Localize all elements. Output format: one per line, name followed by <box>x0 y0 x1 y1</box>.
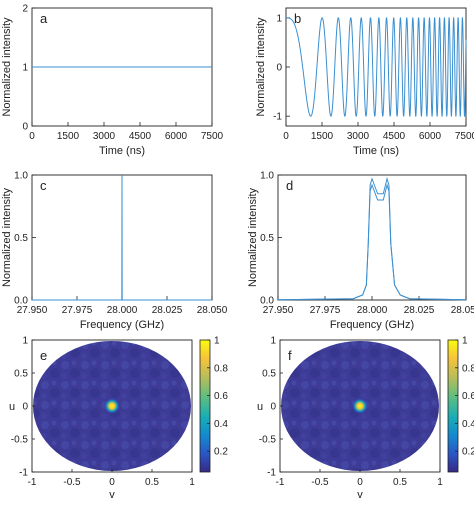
x-tick-label: 28.050 <box>197 305 228 316</box>
x-tick-label: 27.975 <box>310 305 341 316</box>
panel-label: e <box>40 348 47 363</box>
y-axis-label: u <box>257 401 263 413</box>
panel-label: c <box>40 178 47 193</box>
panel-label: d <box>286 178 293 193</box>
x-tick-label: 1500 <box>57 131 80 142</box>
y-tick-label: 0.5 <box>14 369 28 380</box>
panel-f: -1 -0.5 0 0.5 1 -1 -0.5 0 0.5 1 v u f 0.2 0.4 0.6 0.8 1 <box>257 336 474 502</box>
y-tick-label: 0.5 <box>260 233 274 244</box>
y-tick-label: -1 <box>267 468 276 479</box>
x-tick-label: 7500 <box>201 131 224 142</box>
x-tick-label: 27.950 <box>17 305 48 316</box>
x-tick-label: -0.5 <box>63 477 81 488</box>
x-tick-label: 1500 <box>311 131 334 142</box>
x-axis-label: Frequency (GHz) <box>80 319 164 331</box>
x-tick-label: 27.950 <box>263 305 294 316</box>
series-line <box>277 176 467 301</box>
x-axis-label: v <box>109 489 115 501</box>
y-tick-label: 0 <box>22 402 28 413</box>
x-axis-label: Time (ns) <box>353 145 399 157</box>
x-tick-label: 27.975 <box>62 305 93 316</box>
x-tick-label: -0.5 <box>311 477 329 488</box>
series-line <box>286 16 467 118</box>
y-tick-label: -0.5 <box>259 435 277 446</box>
intensity-peak <box>104 398 120 414</box>
y-tick-label: 1 <box>22 336 28 347</box>
y-tick-label: 0.5 <box>14 233 28 244</box>
x-tick-label: 0 <box>283 131 289 142</box>
y-tick-label: 2 <box>22 4 28 15</box>
x-axis-label: v <box>357 489 363 501</box>
panel-c: 27.950 27.975 28.000 28.025 28.050 0.0 0.5 1.0 F… <box>1 171 228 332</box>
x-tick-label: -1 <box>28 477 37 488</box>
colorbar-tick-label: 0.8 <box>214 363 228 374</box>
x-tick-label: 0 <box>357 477 363 488</box>
colorbar-tick-label: 0.2 <box>214 447 228 458</box>
x-tick-label: 28.025 <box>404 305 435 316</box>
colorbar-tick-label: 0.6 <box>462 391 474 402</box>
x-tick-label: 1 <box>189 477 195 488</box>
y-tick-label: 1 <box>276 13 282 24</box>
y-axis-label: Normalized intensity <box>1 187 13 287</box>
panel-label: a <box>40 11 48 26</box>
x-tick-label: 6000 <box>165 131 188 142</box>
y-axis-label: Normalized intensity <box>1 17 13 117</box>
x-tick-label: 28.000 <box>357 305 388 316</box>
series-line-inner <box>277 183 467 301</box>
x-tick-label: 4500 <box>383 131 406 142</box>
panel-label: f <box>288 348 292 363</box>
y-tick-label: 0 <box>22 122 28 133</box>
y-tick-label: -1 <box>273 112 282 123</box>
colorbar-tick-label: 1 <box>462 336 468 347</box>
colorbar-tick-label: 0.4 <box>462 419 474 430</box>
panel-d: 27.950 27.975 28.000 28.025 28.050 0.0 0.5 1.0 F… <box>247 171 474 332</box>
x-tick-label: 7500 <box>455 131 474 142</box>
y-axis-label: Normalized intensity <box>247 187 259 287</box>
y-tick-label: 1 <box>270 336 276 347</box>
intensity-peak <box>352 398 368 414</box>
x-tick-label: 3000 <box>93 131 116 142</box>
y-tick-label: 0.0 <box>260 296 274 307</box>
x-tick-label: 28.000 <box>107 305 138 316</box>
x-tick-label: 0 <box>29 131 35 142</box>
x-tick-label: 28.025 <box>152 305 183 316</box>
x-tick-label: 28.050 <box>451 305 474 316</box>
x-tick-label: 3000 <box>347 131 370 142</box>
panel-a: 0 1500 3000 4500 6000 7500 0 1 2 Time (ns) Normali… <box>1 4 224 158</box>
x-tick-label: 0 <box>109 477 115 488</box>
y-tick-label: -0.5 <box>11 435 29 446</box>
x-tick-label: 0.5 <box>145 477 159 488</box>
y-tick-label: 1.0 <box>260 171 274 182</box>
y-tick-label: 0 <box>270 402 276 413</box>
colorbar-tick-label: 1 <box>214 336 220 347</box>
x-tick-label: 1 <box>437 477 443 488</box>
series-line <box>32 174 212 301</box>
colorbar-tick-label: 0.8 <box>462 363 474 374</box>
colorbar-tick-label: 0.2 <box>462 447 474 458</box>
colorbar <box>447 339 459 473</box>
colorbar <box>199 339 211 473</box>
y-axis-label: Normalized intensity <box>255 17 267 117</box>
colorbar-tick-label: 0.4 <box>214 419 228 430</box>
x-tick-label: 0.5 <box>393 477 407 488</box>
y-tick-label: 0 <box>276 63 282 74</box>
panel-label: b <box>294 11 301 26</box>
x-tick-label: -1 <box>276 477 285 488</box>
panel-e: -1 -0.5 0 0.5 1 -1 -0.5 0 0.5 1 v u e 0.2 0.4 0.6 0.8 1 <box>9 336 228 502</box>
x-tick-label: 6000 <box>419 131 442 142</box>
y-tick-label: 1 <box>22 63 28 74</box>
x-axis-label: Frequency (GHz) <box>330 319 414 331</box>
x-axis-label: Time (ns) <box>99 145 145 157</box>
y-axis-label: u <box>9 401 15 413</box>
colorbar-tick-label: 0.6 <box>214 391 228 402</box>
x-tick-label: 4500 <box>129 131 152 142</box>
y-tick-label: 1.0 <box>14 171 28 182</box>
y-tick-label: -1 <box>19 468 28 479</box>
y-tick-label: 0.0 <box>14 296 28 307</box>
y-tick-label: 0.5 <box>262 369 276 380</box>
plot-frame <box>277 174 467 301</box>
